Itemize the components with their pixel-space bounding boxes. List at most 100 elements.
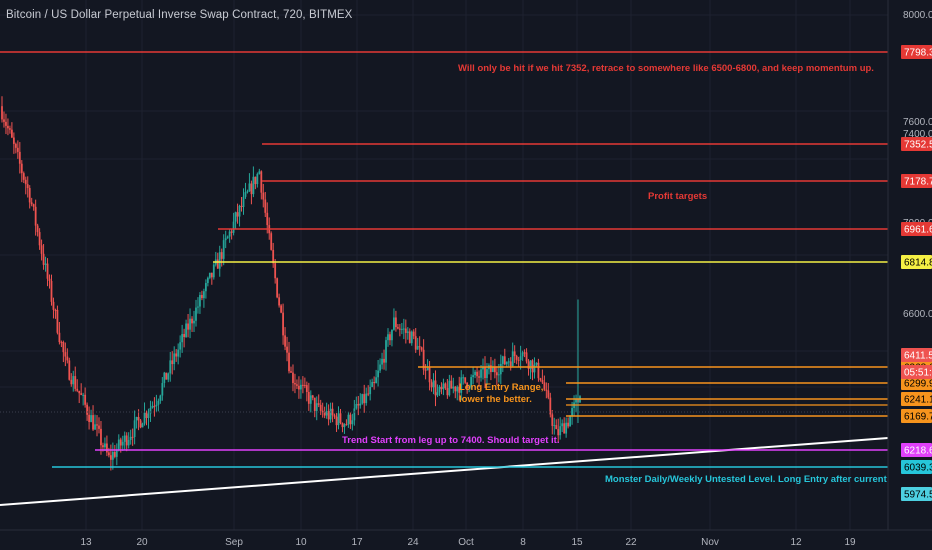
candle-body [250,183,253,195]
trendline [0,437,889,506]
candle-body [311,395,314,398]
price-badge-bg [901,222,932,236]
y-tick-label: 7600.0 [903,117,932,128]
candle-body [472,375,475,378]
candle-body [426,367,429,371]
price-badge-bg [901,255,932,269]
candle-body [361,394,364,404]
candle-body [98,425,100,429]
candle-body [244,192,247,197]
candle-body [70,379,73,385]
candle-body [141,423,144,428]
price-axis [888,0,932,550]
candle-body [454,386,457,392]
candle-body [321,410,324,413]
candle-body [511,351,514,367]
candle-body [62,342,65,353]
x-tick-label: 10 [295,537,307,548]
candle-body [402,328,405,330]
candle-body [517,359,520,361]
y-tick-label: 8000.0 [903,10,932,21]
candle-body [476,371,478,377]
candle-body [220,252,223,259]
candle-body [571,407,573,417]
candle-body [482,366,484,370]
x-tick-label: Sep [225,537,243,548]
candle-body [294,383,296,385]
candle-body [315,403,318,411]
candle-body [264,199,267,213]
candle-body [127,439,130,446]
candle-body [240,205,243,207]
candle-body [337,413,340,426]
candle-body [96,424,98,426]
candle-body [58,332,61,343]
candle-body [329,408,332,420]
candle-body [206,277,209,284]
candle-body [270,233,273,250]
candle-body [195,307,197,321]
candle-body [535,362,538,365]
candle-body [452,386,455,389]
candle-body [343,424,346,428]
candle-body [391,329,393,341]
candle-body [145,412,148,419]
price-badge: 6039.3 [904,463,932,474]
candle-body [24,179,27,185]
candle-body [545,389,548,391]
candle-body [28,188,31,203]
x-tick-label: 20 [136,537,148,548]
note-monster-level: Monster Daily/Weekly Untested Level. Lon… [605,474,932,485]
candle-body [367,393,370,395]
candle-body [76,388,79,391]
candle-body [143,412,146,424]
candle-body [490,365,492,373]
candle-body [5,121,7,126]
candle-body [395,317,397,328]
candle-body [398,328,401,330]
candle-body [416,346,419,350]
candle-body [404,328,407,333]
candle-body [456,386,459,392]
candle-body [22,173,25,180]
candle-body [501,356,504,364]
candle-body [339,413,342,423]
candle-body [553,425,556,427]
candle-body [557,429,560,436]
candle-body [167,373,170,380]
candle-body [527,361,530,369]
candle-body [109,455,112,460]
candle-body [100,428,102,446]
price-badge-bg [901,460,932,474]
candle-body [327,411,330,420]
candle-body [191,318,193,324]
candle-body [46,263,49,279]
candle-body [286,346,288,353]
candle-body [377,370,379,378]
candle-body [131,436,134,438]
candle-body [18,151,21,164]
candle-body [349,414,352,425]
candle-body [519,356,522,361]
candle-body [474,371,476,376]
candle-body [230,231,233,233]
candle-body [68,360,71,380]
candle-body [486,369,488,379]
candle-body [513,351,516,357]
candle-body [210,272,213,278]
candle-body [284,335,286,347]
candle-body [135,417,138,421]
extra-price-badge-bg [901,487,932,501]
candle-body [236,212,239,217]
price-badge-bg [901,409,932,423]
x-tick-label: 19 [844,537,856,548]
candle-body [387,334,389,341]
candle-body [106,443,108,453]
candle-body [260,171,263,193]
candle-body [30,202,33,205]
candle-body [248,183,251,192]
candle-body [159,395,162,401]
note-long-entry-2: lower the better. [459,394,532,405]
candle-body [319,404,322,411]
